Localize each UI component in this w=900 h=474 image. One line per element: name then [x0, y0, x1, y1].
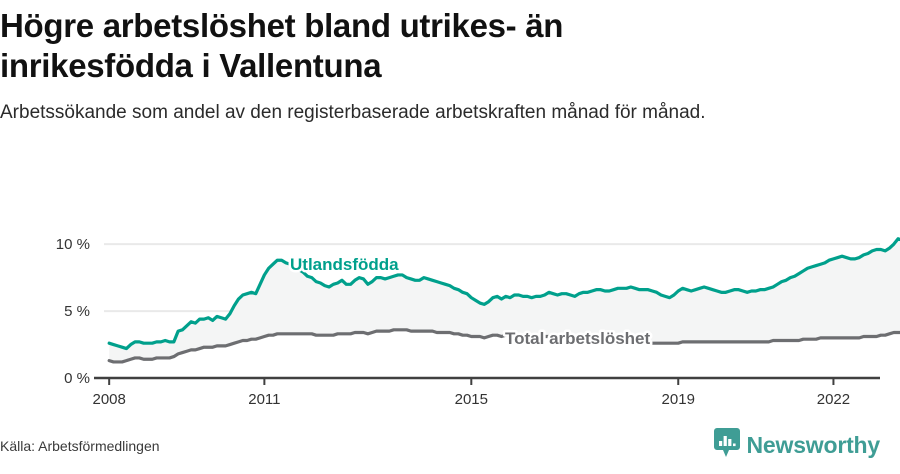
x-tick-label: 2019	[662, 391, 695, 408]
x-tick-label: 2015	[455, 391, 488, 408]
series-label-total: Total arbetslöshet	[505, 329, 650, 348]
source-note: Källa: Arbetsförmedlingen	[0, 438, 160, 454]
x-tick-label: 2011	[248, 391, 280, 408]
y-tick-label: 0 %	[64, 370, 90, 387]
page-subtitle: Arbetssökande som andel av den registerb…	[0, 101, 706, 123]
series-lines	[107, 237, 900, 364]
newsworthy-wordmark: Newsworthy	[746, 432, 881, 458]
y-axis-tick-labels: 0 % 5 % 10 %	[56, 236, 90, 387]
chart-footer: Källa: Arbetsförmedlingen Newsworthy	[0, 414, 900, 474]
chart-header: Högre arbetslöshet bland utrikes- än inr…	[0, 0, 880, 125]
newsworthy-logo[interactable]: Newsworthy	[713, 428, 881, 463]
series-line	[107, 328, 900, 364]
x-tick-label: 2008	[92, 391, 125, 408]
area-fill-between-series	[109, 238, 900, 362]
x-axis	[94, 376, 880, 385]
series-label-utlandsfodda: Utlandsfödda	[290, 255, 399, 274]
x-tick-label: 2022	[817, 391, 850, 408]
page-title: Högre arbetslöshet bland utrikes- än inr…	[0, 7, 564, 84]
y-tick-label: 5 %	[64, 303, 90, 320]
newsworthy-mark-icon	[713, 428, 740, 463]
y-tick-label: 10 %	[56, 236, 90, 253]
series-line	[107, 237, 900, 351]
x-axis-tick-labels: 2008 2011 2015 2019 2022	[92, 391, 850, 408]
